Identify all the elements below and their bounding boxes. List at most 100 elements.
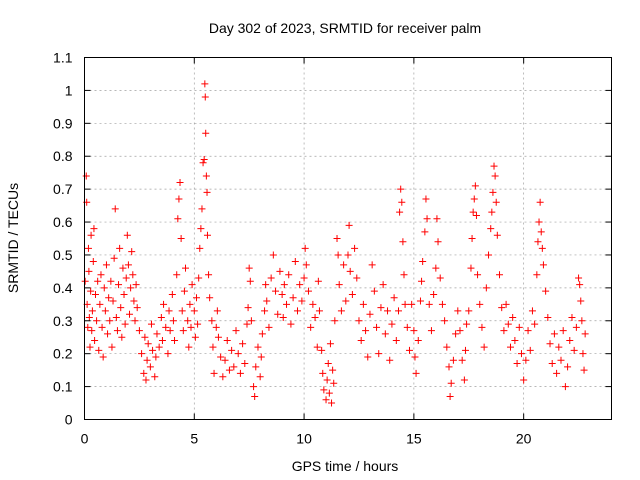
data-point (346, 267, 354, 275)
data-point (482, 284, 490, 292)
data-point (160, 300, 168, 308)
data-point (422, 195, 430, 203)
data-point (313, 343, 321, 351)
data-point (283, 300, 291, 308)
data-point (576, 281, 584, 289)
data-point (106, 317, 114, 325)
data-point (377, 304, 385, 312)
data-point (199, 159, 207, 167)
data-point (340, 261, 348, 269)
data-point (456, 327, 464, 335)
data-point (468, 235, 476, 242)
data-point (425, 300, 433, 308)
data-point (230, 363, 238, 371)
data-point (212, 323, 220, 331)
data-point (364, 353, 372, 361)
data-point (192, 294, 200, 302)
y-tick-label: 1 (65, 82, 73, 98)
data-point (108, 343, 116, 351)
data-point (109, 297, 117, 305)
data-point (194, 320, 202, 328)
grid (84, 57, 612, 420)
data-point (187, 323, 195, 331)
data-point (118, 333, 126, 341)
data-point (87, 287, 95, 295)
data-point (537, 228, 545, 236)
data-point (344, 251, 352, 259)
data-point (133, 304, 141, 312)
data-point (498, 304, 506, 312)
data-point (91, 337, 99, 345)
x-tick-label: 10 (296, 431, 312, 447)
data-point (157, 313, 165, 321)
data-point (447, 379, 455, 387)
data-point (408, 300, 416, 308)
data-point (147, 320, 155, 328)
data-point (87, 231, 95, 239)
data-point (82, 172, 90, 180)
data-point (105, 294, 113, 302)
data-point (169, 317, 177, 325)
data-point (416, 297, 424, 305)
x-axis-label: GPS time / hours (292, 458, 399, 474)
data-point (472, 211, 480, 219)
data-point (536, 198, 544, 206)
data-point (190, 307, 198, 315)
data-point (223, 337, 231, 345)
data-point (84, 244, 92, 252)
data-point (171, 337, 179, 345)
data-point (166, 327, 174, 335)
x-axis-tick-labels: 0 5 10 15 20 (81, 431, 532, 447)
data-point (548, 360, 556, 368)
data-point (121, 320, 129, 328)
y-axis-tick-labels: 0 0.1 0.2 0.3 0.4 0.5 0.6 0.7 0.8 0.9 1 1.1 (53, 50, 73, 428)
data-point (490, 162, 498, 170)
data-point (386, 356, 394, 364)
data-point (198, 205, 206, 213)
chart-title: Day 302 of 2023, SRMTID for receiver pal… (209, 20, 481, 36)
data-point (397, 185, 405, 193)
data-point (542, 287, 550, 295)
data-point (470, 195, 478, 203)
data-point (423, 215, 431, 223)
data-point (269, 251, 277, 259)
y-tick-label: 0.3 (53, 313, 73, 329)
data-point (232, 327, 240, 335)
data-point (258, 330, 266, 338)
data-point (544, 313, 552, 321)
data-point (140, 369, 148, 377)
data-point (195, 274, 203, 282)
data-point (263, 297, 271, 305)
data-point (201, 93, 209, 101)
data-point (104, 330, 112, 338)
data-point (101, 307, 109, 315)
data-point (474, 271, 482, 279)
data-point (355, 317, 363, 325)
data-point (564, 363, 572, 371)
data-point (375, 350, 383, 358)
y-tick-label: 0.8 (53, 148, 73, 164)
data-point (311, 313, 319, 321)
data-point (289, 294, 297, 302)
data-point (388, 320, 396, 328)
data-point (158, 337, 166, 345)
data-point (88, 307, 96, 315)
data-point (502, 300, 510, 308)
data-point (373, 323, 381, 331)
y-tick-label: 0.6 (53, 214, 73, 230)
data-point (318, 346, 326, 354)
data-point (438, 300, 446, 308)
data-point (84, 323, 92, 331)
data-point (272, 287, 280, 295)
data-point (331, 317, 339, 325)
data-point (436, 274, 444, 282)
data-point (403, 323, 411, 331)
data-point (86, 343, 94, 351)
data-point (326, 340, 334, 348)
data-point (504, 320, 512, 328)
data-point (454, 307, 462, 315)
data-point (463, 320, 471, 328)
data-point (85, 313, 93, 321)
data-point (539, 261, 547, 269)
data-point (90, 225, 98, 233)
